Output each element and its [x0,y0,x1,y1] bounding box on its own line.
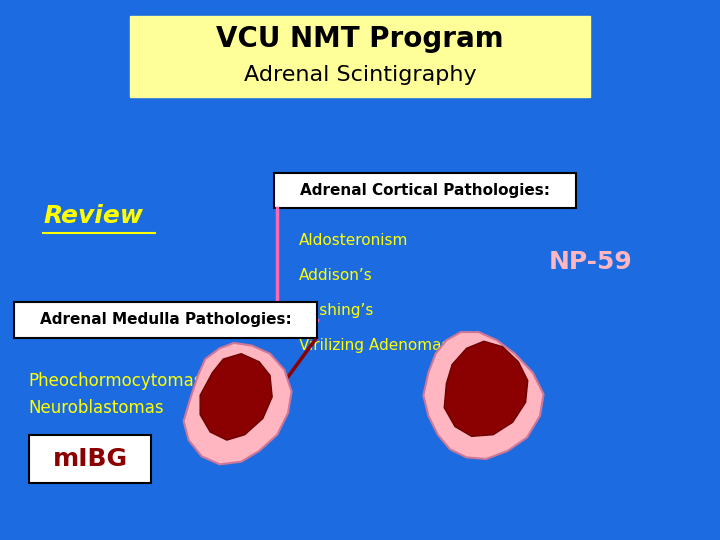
Text: Adrenal Medulla Pathologies:: Adrenal Medulla Pathologies: [40,313,292,327]
Text: Cushing’s: Cushing’s [299,303,373,318]
Polygon shape [184,343,292,464]
Text: Addison’s: Addison’s [299,268,372,283]
Text: Aldosteronism: Aldosteronism [299,233,408,248]
Text: Adrenal Cortical Pathologies:: Adrenal Cortical Pathologies: [300,183,550,198]
Text: mIBG: mIBG [53,447,127,471]
Text: NP-59: NP-59 [549,250,632,274]
Text: VCU NMT Program: VCU NMT Program [216,25,504,53]
Polygon shape [200,354,272,440]
Text: Virilizing Adenomas: Virilizing Adenomas [299,338,449,353]
Text: Adrenal Scintigraphy: Adrenal Scintigraphy [243,64,477,85]
Text: Review: Review [43,204,143,228]
FancyBboxPatch shape [130,16,590,97]
FancyBboxPatch shape [274,173,576,208]
FancyBboxPatch shape [29,435,151,483]
Text: Neuroblastomas: Neuroblastomas [29,399,164,417]
Text: Pheochormocytomas: Pheochormocytomas [29,372,203,390]
Polygon shape [423,332,544,459]
FancyBboxPatch shape [14,302,317,338]
Polygon shape [444,341,528,436]
